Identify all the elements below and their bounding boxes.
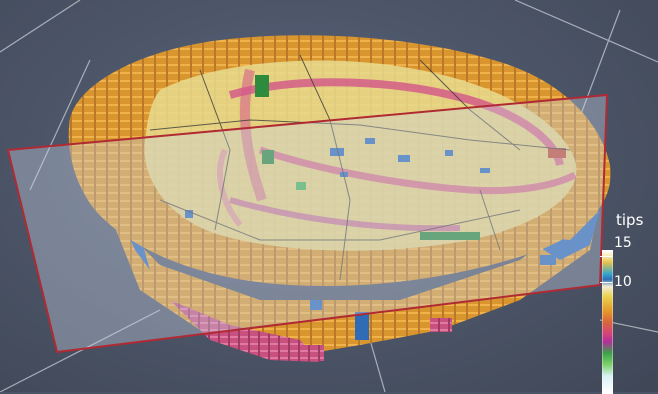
legend-title: tips [616, 211, 644, 229]
slice-plane[interactable] [6, 93, 609, 354]
tick-mark-15 [600, 256, 612, 257]
tick-mark-10 [600, 282, 612, 283]
tick-label-15: 15 [614, 235, 632, 251]
tick-label-10: 10 [614, 274, 632, 290]
color-legend: tips 15 10 [600, 211, 658, 394]
colorbar [602, 250, 613, 394]
